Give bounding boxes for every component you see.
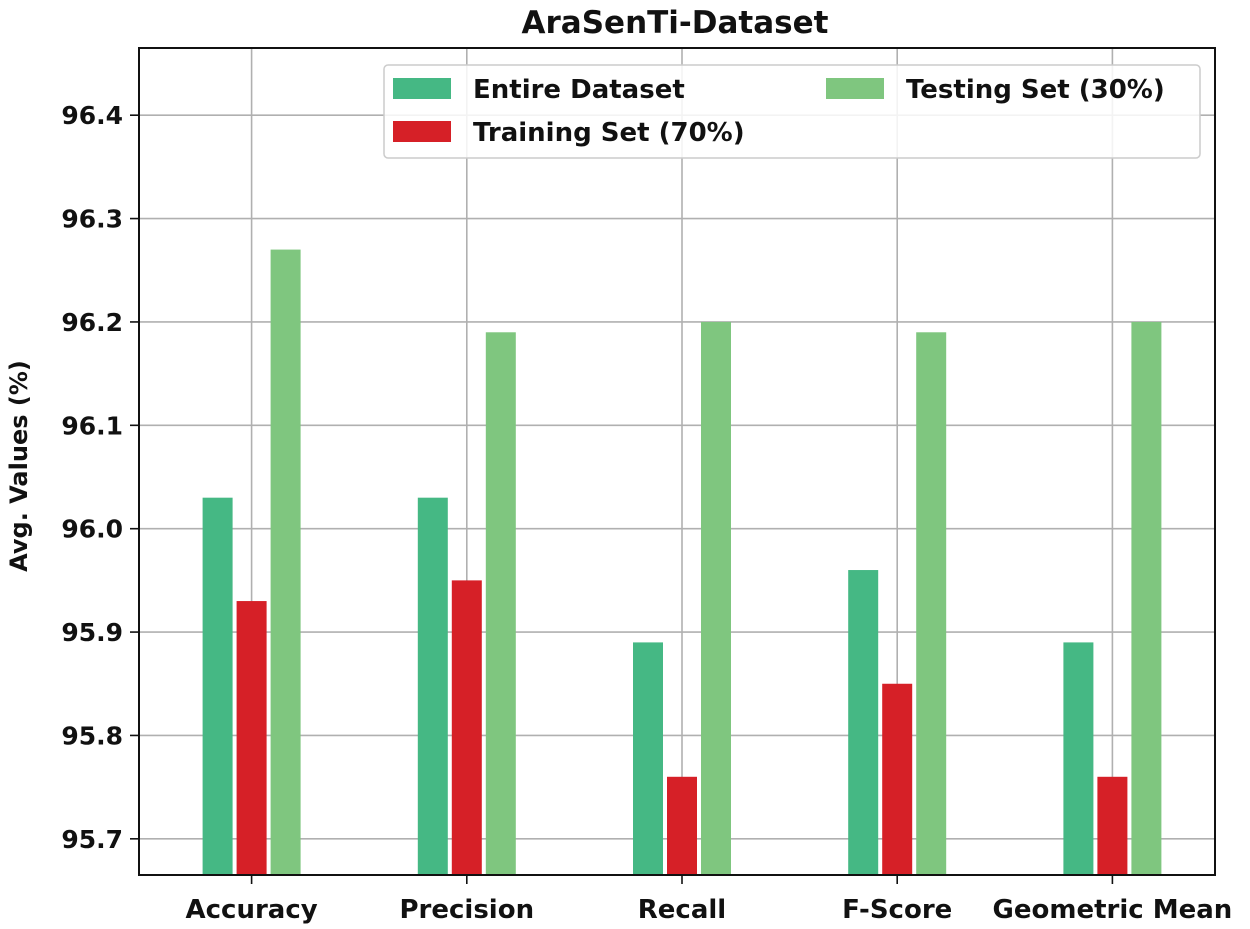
x-tick-label-geometric-mean: Geometric Mean xyxy=(993,895,1233,925)
x-tick-label-f-score: F-Score xyxy=(842,895,952,925)
legend-label-entire-dataset: Entire Dataset xyxy=(473,75,685,105)
y-tick-label: 96.4 xyxy=(61,101,123,130)
chart-title: AraSenTi-Dataset xyxy=(522,5,829,41)
x-tick-label-precision: Precision xyxy=(399,895,534,925)
y-axis-label: Avg. Values (%) xyxy=(5,360,33,572)
legend-label-testing-set: Testing Set (30%) xyxy=(906,75,1165,105)
y-axis-ticks: 95.7 95.8 95.9 96.0 96.1 96.2 96.3 96.4 xyxy=(61,101,139,854)
plot-frame xyxy=(138,47,1216,876)
bar-training-set-70-accuracy xyxy=(236,601,267,875)
bar-testing-set-30-geometric-mean xyxy=(1131,321,1162,876)
bar-entire-dataset-f-score xyxy=(848,570,879,875)
bar-testing-set-30-accuracy xyxy=(270,249,301,876)
grid-lines xyxy=(139,48,1215,875)
y-tick-label: 95.7 xyxy=(61,825,123,854)
bar-training-set-70-recall xyxy=(667,776,697,875)
bar-testing-set-30-precision xyxy=(485,332,516,875)
legend-swatch-entire-dataset xyxy=(393,78,451,99)
bar-training-set-70-f-score xyxy=(882,683,913,875)
bar-testing-set-30-f-score xyxy=(916,332,947,875)
x-tick-label-recall: Recall xyxy=(638,895,726,925)
x-axis-ticks: Accuracy Precision Recall F-Score Geometric … xyxy=(186,875,1233,925)
y-tick-label: 96.0 xyxy=(61,515,123,544)
y-tick-label: 95.8 xyxy=(61,721,123,750)
bar-entire-dataset-recall xyxy=(633,642,663,875)
y-tick-label: 95.9 xyxy=(61,618,123,647)
y-tick-label: 96.2 xyxy=(61,308,123,337)
y-tick-label: 96.3 xyxy=(61,205,123,234)
x-tick-label-accuracy: Accuracy xyxy=(186,895,318,925)
legend-swatch-training-set xyxy=(393,121,451,142)
bar-entire-dataset-accuracy xyxy=(202,497,233,875)
y-tick-label: 96.1 xyxy=(61,411,123,440)
bar-testing-set-30-recall xyxy=(701,321,731,876)
legend: Entire Dataset Training Set (70%) Testin… xyxy=(383,64,1201,159)
legend-label-training-set: Training Set (70%) xyxy=(473,118,745,148)
legend-box xyxy=(383,64,1201,159)
legend-swatch-testing-set xyxy=(826,78,884,99)
bar-entire-dataset-precision xyxy=(417,497,448,875)
bar-training-set-70-precision xyxy=(451,580,482,875)
bars xyxy=(202,249,1162,876)
bar-entire-dataset-geometric-mean xyxy=(1063,642,1094,875)
bar-training-set-70-geometric-mean xyxy=(1097,776,1128,875)
